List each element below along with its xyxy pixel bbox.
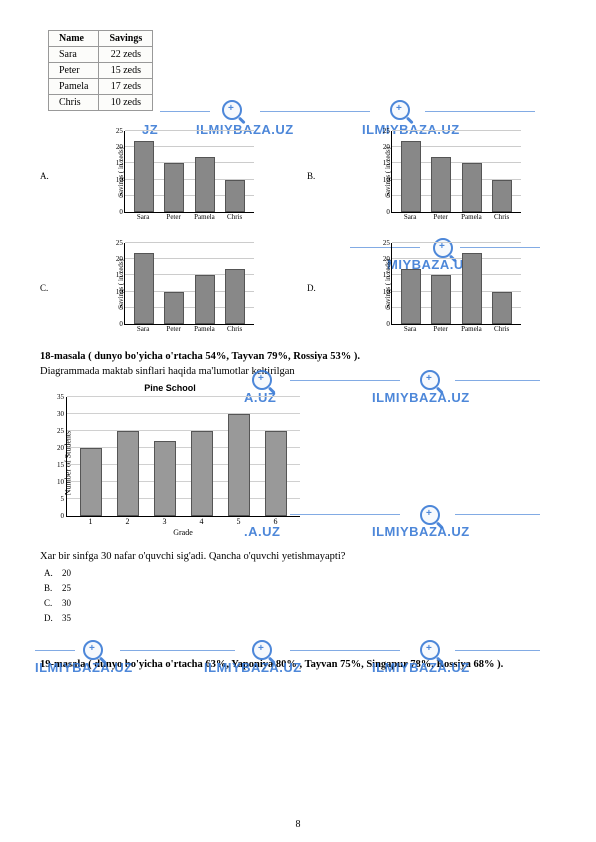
x-axis-label: Grade <box>66 528 300 537</box>
answer-options: A.20 B.25 C.30 D.35 <box>44 568 556 623</box>
table-row: Peter15 zeds <box>49 63 153 79</box>
watermark: ILMIYBAZA.UZ <box>372 524 470 539</box>
chart-title: Pine School <box>40 383 300 393</box>
question-19-title: 19-masala ( dunyo bo'yicha o'rtacha 63%,… <box>40 657 556 674</box>
chart-option-label: D. <box>307 283 353 293</box>
mini-chart-B: Savings ( in zeds)0510152025SaraPeterPam… <box>371 131 521 221</box>
question-18-subtitle: Diagrammada maktab sinflari haqida ma'lu… <box>40 366 556 377</box>
bar <box>191 431 213 516</box>
option-b: B.25 <box>44 583 556 593</box>
bar <box>462 253 482 324</box>
bar <box>117 431 139 516</box>
table-header: Name <box>49 31 99 47</box>
bar <box>80 448 102 516</box>
bar <box>228 414 250 516</box>
table-row: Chris10 zeds <box>49 95 153 111</box>
bar <box>462 163 482 212</box>
bar <box>492 180 512 212</box>
bar <box>431 157 451 212</box>
bar <box>225 269 245 324</box>
pine-school-chart: Pine School Number of Students 051015202… <box>40 383 300 537</box>
bar <box>195 275 215 324</box>
chart-options-grid: A. Savings ( in zeds)0510152025SaraPeterP… <box>40 131 556 333</box>
chart-option-label: C. <box>40 283 86 293</box>
watermark: ILMIYBAZA.UZ <box>372 390 470 405</box>
mini-chart-A: Savings ( in zeds)0510152025SaraPeterPam… <box>104 131 254 221</box>
question-18-text: Xar bir sinfga 30 nafar o'quvchi sig'adi… <box>40 551 556 562</box>
bar <box>134 253 154 324</box>
bar <box>492 292 512 324</box>
bar <box>154 441 176 516</box>
bar <box>164 292 184 324</box>
page-number: 8 <box>0 819 596 830</box>
table-header: Savings <box>99 31 153 47</box>
bar <box>265 431 287 516</box>
bar <box>431 275 451 324</box>
option-c: C.30 <box>44 598 556 608</box>
watermark <box>390 100 410 120</box>
mini-chart-D: Savings ( in zeds)0510152025SaraPeterPam… <box>371 243 521 333</box>
watermark <box>222 100 242 120</box>
savings-table: Name Savings Sara22 zedsPeter15 zedsPame… <box>48 30 153 111</box>
option-a: A.20 <box>44 568 556 578</box>
question-18-title: 18-masala ( dunyo bo'yicha o'rtacha 54%,… <box>40 351 556 362</box>
bar <box>401 141 421 212</box>
bar <box>401 269 421 324</box>
chart-option-label: A. <box>40 171 86 181</box>
chart-option-label: B. <box>307 171 353 181</box>
option-d: D.35 <box>44 613 556 623</box>
watermark <box>420 505 440 525</box>
mini-chart-C: Savings ( in zeds)0510152025SaraPeterPam… <box>104 243 254 333</box>
bar <box>195 157 215 212</box>
bar <box>164 163 184 212</box>
table-row: Pamela17 zeds <box>49 79 153 95</box>
bar <box>134 141 154 212</box>
table-row: Sara22 zeds <box>49 47 153 63</box>
bar <box>225 180 245 212</box>
